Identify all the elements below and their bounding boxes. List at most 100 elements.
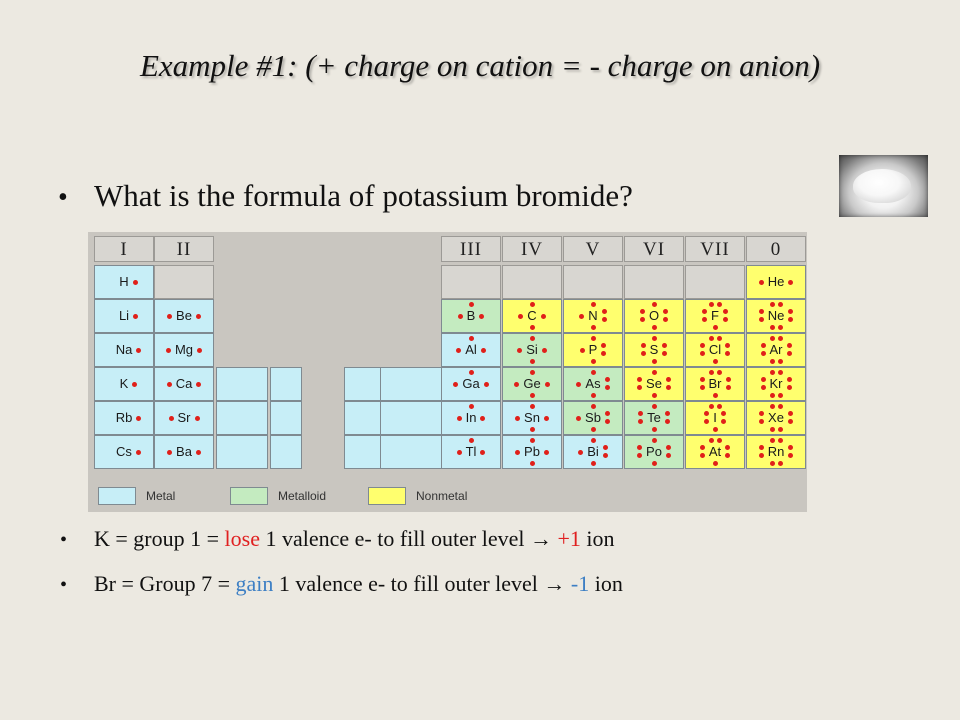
electron-dot <box>167 314 173 319</box>
electron-dot <box>786 343 792 348</box>
element-cell-pb: Pb <box>502 435 562 469</box>
electron-dot <box>699 453 705 458</box>
electron-dot <box>770 336 775 341</box>
element-cell-rn: Rn <box>746 435 806 469</box>
electron-dot <box>651 427 657 432</box>
group-header: V <box>563 236 623 262</box>
element-cell-bi: Bi <box>563 435 623 469</box>
electron-dot <box>544 382 550 387</box>
electron-dot <box>770 325 775 330</box>
electron-dot <box>712 325 718 330</box>
element-symbol: P <box>579 336 607 364</box>
electron-dot <box>713 427 718 432</box>
electron-dot <box>720 419 726 424</box>
element-cell-tl: Tl <box>441 435 501 469</box>
electron-dot <box>529 302 535 307</box>
element-symbol: Sb <box>576 404 610 432</box>
electron-dot <box>788 445 794 450</box>
element-symbol: In <box>456 404 486 426</box>
electron-dot <box>702 309 708 314</box>
electron-dot <box>637 445 643 450</box>
element-symbol: Na <box>109 342 142 358</box>
electron-dot <box>699 377 705 382</box>
bullet-text: Br = Group 7 = <box>94 571 236 596</box>
transition-metal-cell <box>270 435 302 469</box>
electron-dot <box>576 382 582 387</box>
electron-dot <box>717 336 722 341</box>
electron-dot <box>716 302 722 307</box>
electron-dot <box>662 343 668 348</box>
element-cell-kr: Kr <box>746 367 806 401</box>
electron-dot <box>576 416 582 421</box>
electron-dot <box>543 450 549 455</box>
element-symbol: Sn <box>515 404 549 432</box>
bullet-text: ion <box>589 571 623 596</box>
electron-dot <box>480 416 486 421</box>
electron-dot <box>602 445 608 450</box>
electron-dot <box>590 370 596 375</box>
element-symbol: C <box>518 302 546 330</box>
legend-label-nonmetal: Nonmetal <box>416 489 468 503</box>
element-symbol: Si <box>517 336 547 364</box>
electron-dot <box>758 453 764 458</box>
electron-dot <box>530 438 535 443</box>
electron-dot <box>778 336 783 341</box>
element-cell-n: N <box>563 299 623 333</box>
element-cell-ne: Ne <box>746 299 806 333</box>
legend-swatch-nonmetal <box>368 487 406 505</box>
electron-dot <box>579 314 585 319</box>
electron-dot <box>518 314 524 319</box>
element-symbol: Kr <box>760 370 792 398</box>
element-symbol: Be <box>167 308 201 324</box>
element-cell-mg: Mg <box>154 333 214 367</box>
electron-dot <box>579 348 585 353</box>
element-cell-b: B <box>441 299 501 333</box>
element-cell-as: As <box>563 367 623 401</box>
electron-dot <box>758 317 764 322</box>
transition-metal-cell <box>216 435 268 469</box>
transition-metal-cell <box>380 401 442 435</box>
electron-dot <box>725 377 731 382</box>
group-header: II <box>154 236 214 262</box>
bullet-dot: • <box>60 529 68 551</box>
potassium-bullet: • K = group 1 = lose 1 valence e- to fill… <box>60 526 615 552</box>
element-cell-si: Si <box>502 333 562 367</box>
element-cell-at: At <box>685 435 745 469</box>
electron-dot <box>651 404 657 409</box>
group-header: VII <box>685 236 745 262</box>
electron-dot <box>453 382 459 387</box>
electron-dot <box>165 348 171 353</box>
periodic-table: I II III IV V VI VII 0 H Li Na K Rb Cs Be Mg Ca Sr Ba B Al Ga… <box>88 232 807 512</box>
electron-dot <box>639 309 645 314</box>
electron-dot <box>788 280 794 285</box>
electron-dot <box>136 348 142 353</box>
element-symbol: Al <box>456 336 486 358</box>
electron-dot <box>590 393 596 398</box>
element-symbol: Mg <box>165 342 203 358</box>
electron-dot <box>133 314 139 319</box>
electron-dot <box>722 309 728 314</box>
bromine-bullet: • Br = Group 7 = gain 1 valence e- to fil… <box>60 571 623 597</box>
electron-dot <box>778 427 783 432</box>
empty-cell <box>624 265 684 299</box>
group-header: III <box>441 236 501 262</box>
element-symbol: Ne <box>758 302 794 330</box>
electron-dot <box>787 419 793 424</box>
element-symbol: I <box>704 404 726 432</box>
electron-dot <box>770 393 775 398</box>
element-symbol: As <box>576 370 610 398</box>
electron-dot <box>591 438 596 443</box>
element-cell-rb: Rb <box>94 401 154 435</box>
electron-dot <box>704 411 710 416</box>
electron-dot <box>651 359 657 364</box>
electron-dot <box>665 385 671 390</box>
legend-swatch-metal <box>98 487 136 505</box>
question-bullet: • What is the formula of potassium bromid… <box>58 178 633 214</box>
electron-dot <box>758 445 764 450</box>
element-cell-ga: Ga <box>441 367 501 401</box>
electron-dot <box>652 461 657 466</box>
element-symbol: Cs <box>109 444 141 460</box>
electron-dot <box>541 348 547 353</box>
electron-dot <box>639 317 645 322</box>
electron-dot <box>480 348 486 353</box>
